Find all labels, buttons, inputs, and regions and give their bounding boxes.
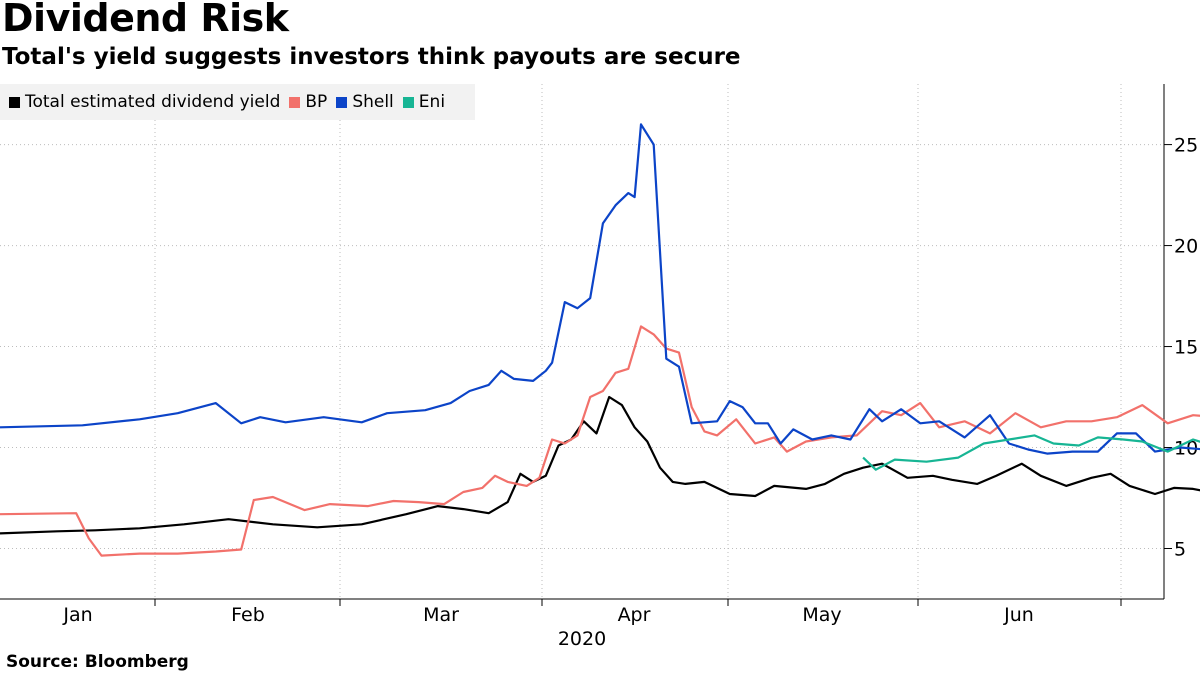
legend-swatch-total — [9, 96, 20, 108]
series-line-total-estimated-dividend-yield — [0, 395, 1200, 535]
x-tick-label-mar: Mar — [423, 604, 459, 626]
legend-item-shell: Shell — [336, 92, 394, 112]
series-line-eni — [862, 434, 1200, 471]
legend-item-eni: Eni — [402, 92, 446, 112]
legend-item-total: Total estimated dividend yield — [9, 92, 280, 112]
series-line-shell — [0, 123, 1200, 455]
legend-swatch-bp — [289, 96, 301, 108]
source-note: Source: Bloomberg — [6, 652, 189, 672]
y-tick-label: 25 — [1174, 135, 1198, 157]
legend-label-total: Total estimated dividend yield — [25, 92, 281, 112]
x-year-label: 2020 — [558, 628, 606, 650]
x-tick-label-may: May — [802, 604, 841, 626]
legend-swatch-shell — [336, 96, 348, 108]
chart-legend: Total estimated dividend yield BP Shell … — [0, 84, 475, 120]
x-tick-label-jan: Jan — [62, 604, 92, 626]
x-tick-label-jun: Jun — [1003, 604, 1034, 626]
y-tick-label: 15 — [1174, 337, 1198, 359]
chart-subtitle: Total's yield suggests investors think p… — [2, 44, 741, 70]
y-tick-label: 20 — [1174, 236, 1198, 258]
chart-title: Dividend Risk — [2, 0, 289, 40]
series-line-bp — [0, 325, 1200, 557]
legend-item-bp: BP — [289, 92, 327, 112]
x-tick-label-apr: Apr — [618, 604, 651, 626]
x-tick-label-feb: Feb — [231, 604, 265, 626]
y-tick-label: 5 — [1174, 539, 1186, 561]
legend-label-shell: Shell — [352, 92, 394, 112]
legend-label-bp: BP — [305, 92, 328, 112]
legend-label-eni: Eni — [418, 92, 446, 112]
legend-swatch-eni — [402, 96, 414, 108]
